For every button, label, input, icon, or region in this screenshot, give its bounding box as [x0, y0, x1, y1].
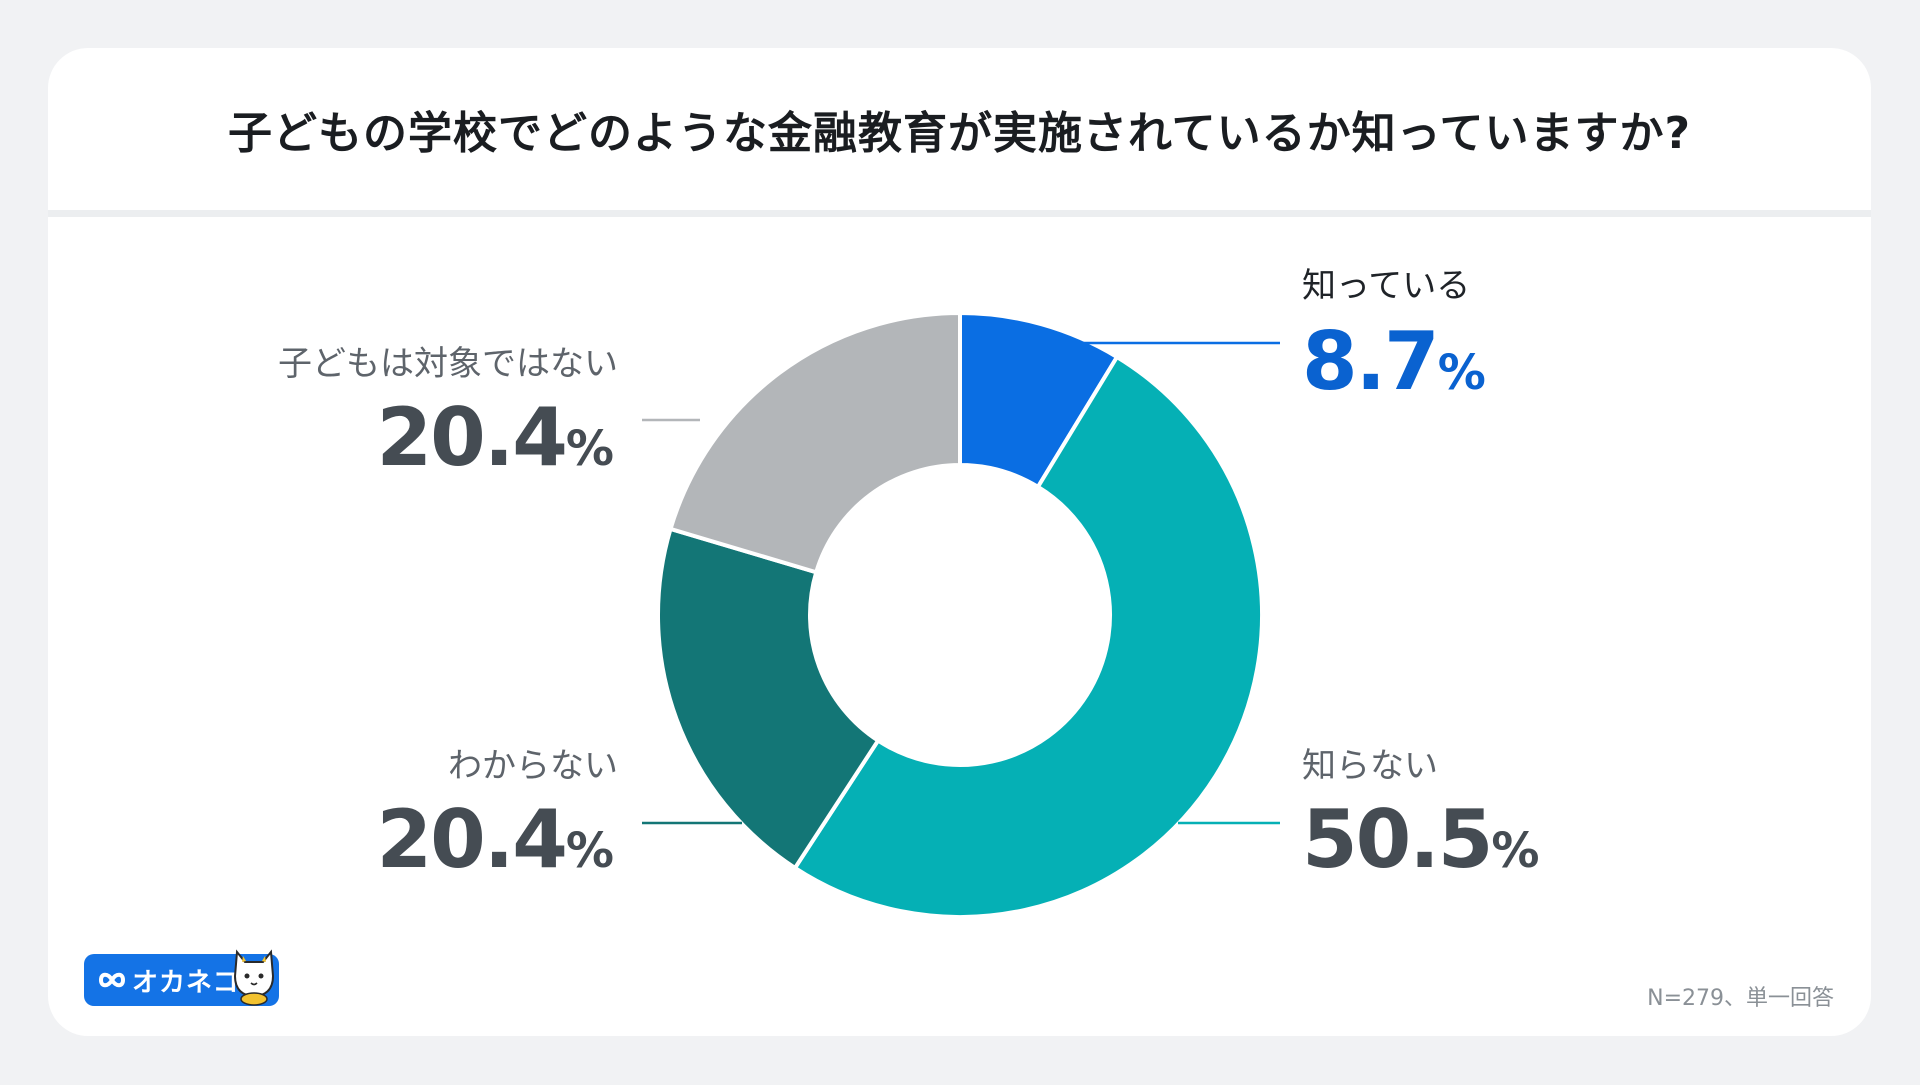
- value-shitteiru: 8.7%: [1302, 315, 1486, 408]
- label-taishou-dewanai: 子どもは対象ではない: [278, 344, 618, 384]
- sample-note: N=279、単一回答: [1647, 986, 1834, 1011]
- label-wakaranai: わからない: [448, 746, 618, 786]
- title-bar: 子どもの学校でどのような金融教育が実施されているか知っていますか?: [48, 48, 1871, 210]
- value-taishou-dewanai: 20.4%: [376, 391, 614, 484]
- logo-text: オカネコ: [132, 967, 240, 998]
- cat-mascot-icon: [233, 949, 275, 1006]
- value-shiranai: 50.5%: [1302, 793, 1540, 886]
- slice-shiranai: [792, 354, 1265, 920]
- label-shitteiru: 知っている: [1302, 266, 1471, 306]
- label-shiranai: 知らない: [1302, 746, 1438, 786]
- value-wakaranai: 20.4%: [376, 793, 614, 886]
- infinity-icon: [98, 972, 126, 988]
- slice-taishou-dewanai: [668, 310, 962, 575]
- slice-wakaranai: [656, 526, 881, 871]
- chart-title: 子どもの学校でどのような金融教育が実施されているか知っていますか?: [227, 108, 1691, 159]
- title-divider: [48, 210, 1871, 217]
- okaneko-logo: オカネコ: [84, 949, 279, 1006]
